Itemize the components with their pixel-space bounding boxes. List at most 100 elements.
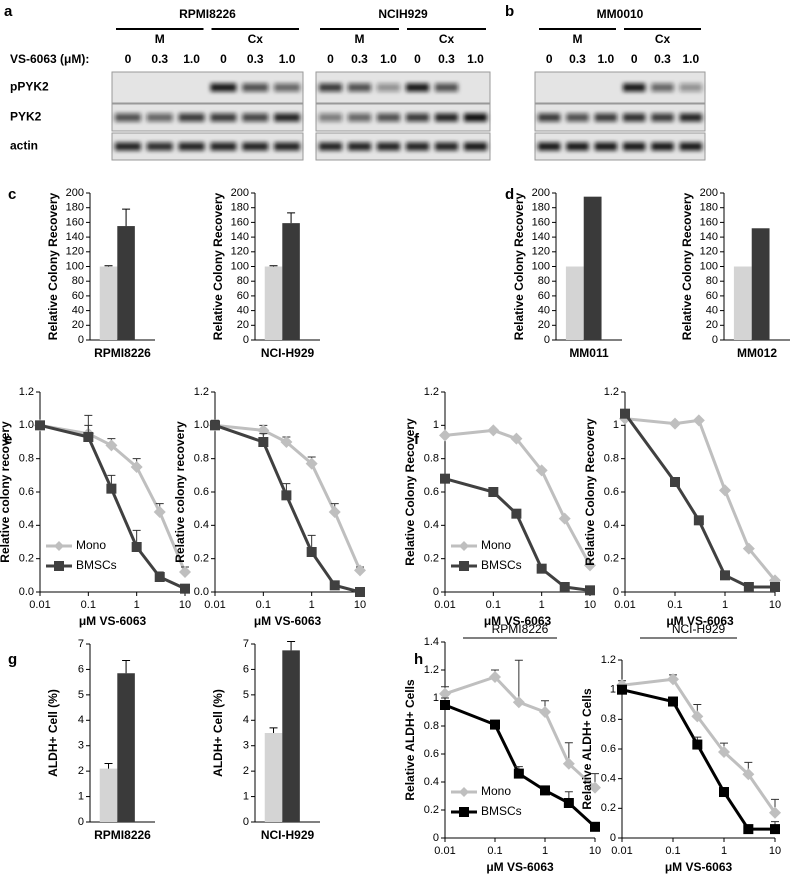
band	[178, 142, 205, 151]
condition-label: M	[355, 32, 365, 46]
band	[679, 83, 702, 92]
y-tick-label: 1	[243, 790, 249, 802]
marker	[584, 559, 596, 572]
band	[242, 113, 269, 122]
marker	[667, 673, 679, 686]
row-label: actin	[10, 139, 38, 153]
x-tick-label: 1	[721, 845, 727, 857]
band	[566, 142, 589, 151]
blot-strip	[534, 71, 706, 104]
y-tick-label: 120	[532, 246, 550, 258]
y-tick-label: 40	[237, 305, 249, 317]
band	[464, 113, 487, 122]
band	[435, 142, 458, 151]
annotation: NCI-H929	[672, 622, 726, 636]
band	[679, 142, 702, 151]
y-tick-label: 80	[72, 275, 84, 287]
dose: 1.0	[597, 52, 614, 66]
marker	[328, 506, 341, 518]
marker	[719, 787, 729, 798]
y-tick-label: 140	[66, 231, 84, 243]
marker	[153, 506, 166, 518]
marker	[105, 439, 118, 452]
y-tick-label: 1.2	[424, 664, 439, 676]
x-tick-label: 1	[134, 599, 140, 611]
series-line	[444, 477, 591, 592]
marker	[281, 490, 292, 501]
panel-label: a	[4, 3, 13, 20]
y-tick-label: 120	[700, 246, 718, 258]
condition-label: Cx	[439, 32, 455, 46]
error-bar	[287, 640, 296, 651]
y-tick-label: 1	[433, 692, 439, 704]
y-tick-label: 1	[610, 684, 616, 696]
marker	[589, 781, 601, 794]
y-tick-label: 40	[72, 305, 84, 317]
y-tick-label: 80	[706, 275, 718, 287]
x-axis-label: μM VS-6063	[666, 614, 734, 628]
x-axis-label: RPMI8226	[94, 346, 151, 360]
y-tick-label: 180	[66, 202, 84, 214]
y-tick-label: 20	[538, 319, 550, 331]
band	[146, 113, 173, 122]
series-line	[444, 675, 597, 789]
band	[377, 83, 400, 92]
y-axis-label: Relative Colony Recovery	[512, 192, 526, 340]
y-tick-label: 0.6	[424, 486, 439, 498]
x-tick-label: 0.1	[81, 599, 96, 611]
x-tick-label: 1	[539, 599, 545, 611]
x-tick-label: 10	[769, 845, 781, 857]
band	[679, 113, 702, 122]
y-tick-label: 0.4	[194, 519, 209, 531]
error-bar	[269, 727, 278, 733]
y-axis-label: Relative ALDH+ Cells	[580, 688, 594, 810]
band	[210, 83, 237, 92]
y-tick-label: 0.2	[601, 802, 616, 814]
series-line	[214, 423, 361, 594]
annotation: RPMI8226	[492, 622, 549, 636]
condition-label: M	[155, 32, 165, 46]
marker	[305, 457, 318, 470]
x-axis-label: μM VS-6063	[486, 860, 554, 874]
band	[538, 142, 561, 151]
blot-strip	[315, 132, 491, 161]
y-axis-label: Relative Colony Recovery	[46, 192, 60, 340]
x-axis-label: μM VS-6063	[254, 614, 322, 628]
y-tick-label: 160	[231, 216, 249, 228]
marker	[306, 547, 317, 557]
marker	[770, 582, 780, 592]
dose-label: VS-6063 (μM):	[10, 52, 89, 66]
legend-marker	[54, 561, 64, 571]
error-bar	[514, 659, 523, 703]
series-line	[623, 412, 775, 589]
x-tick-label: 1	[722, 599, 728, 611]
y-tick-label: 0	[712, 334, 718, 346]
y-tick-label: 0.8	[424, 453, 439, 465]
x-axis-label: μM VS-6063	[484, 614, 552, 628]
marker	[511, 508, 522, 519]
y-tick-label: 0	[610, 832, 616, 844]
error-bar	[269, 265, 278, 267]
marker	[620, 408, 630, 419]
legend-label: BMSCs	[76, 558, 117, 572]
y-tick-label: 20	[72, 319, 84, 331]
legend-marker	[459, 541, 469, 551]
y-tick-label: 1.4	[424, 636, 439, 648]
band	[319, 113, 342, 122]
band	[623, 83, 646, 92]
series-line	[624, 417, 777, 582]
y-tick-label: 20	[706, 319, 718, 331]
y-tick-label: 160	[532, 216, 550, 228]
marker	[258, 437, 269, 447]
band	[538, 113, 561, 122]
blot-strip	[315, 103, 491, 132]
legend-label: Mono	[76, 538, 106, 552]
marker	[743, 824, 754, 835]
y-tick-label: 0.2	[194, 553, 209, 565]
marker	[439, 687, 451, 700]
y-tick-label: 0.2	[424, 553, 439, 565]
y-tick-label: 80	[237, 275, 249, 287]
band	[348, 113, 371, 122]
y-tick-label: 0	[613, 586, 619, 598]
x-tick-label: 10	[589, 845, 601, 857]
